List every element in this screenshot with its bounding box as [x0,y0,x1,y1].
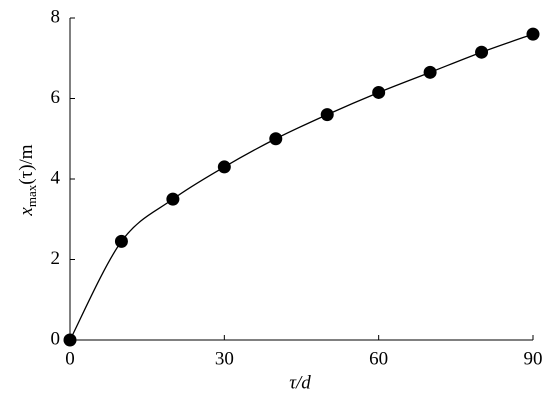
marker [372,85,386,99]
marker [166,192,180,206]
x-axis-label: τ/d [289,372,311,393]
line [69,33,534,341]
y-label-sub: max [24,184,39,207]
marker [217,160,231,174]
marker [63,333,77,347]
marker [114,234,128,248]
y-axis-label: xmax(τ)/m [16,144,39,216]
y-tick-label: 6 [51,87,61,108]
marker [526,27,540,41]
y-tick-label: 8 [51,6,61,27]
x-tick-label: 90 [524,348,543,369]
y-tick-label: 2 [51,248,61,269]
y-tick-label: 4 [51,167,61,188]
x-tick-label: 0 [65,348,75,369]
x-tick-label: 30 [215,348,234,369]
marker [320,108,334,122]
x-tick-label: 60 [369,348,388,369]
marker [269,132,283,146]
y-label-rest: (τ)/m [16,144,37,185]
y-tick-label: 0 [51,328,61,349]
marker [423,65,437,79]
marker [475,45,489,59]
y-label-base: x [16,207,37,217]
